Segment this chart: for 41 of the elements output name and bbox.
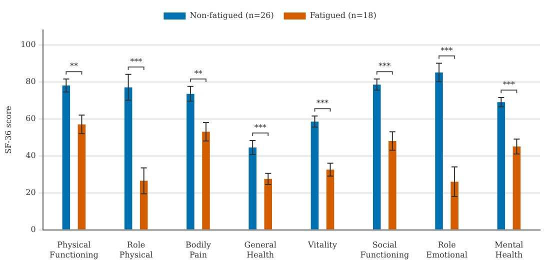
x-tick-label: General Health [244,240,277,260]
y-tick-label: 0 [30,224,36,234]
bar [202,132,210,230]
x-tick-label: Vitality [306,240,338,250]
annotation: *** [130,57,142,66]
y-tick-label: 60 [26,114,36,123]
annotation: ** [70,62,78,71]
legend-label: Fatigued (n=18) [310,11,376,20]
bar [512,146,521,230]
bar [450,182,458,230]
annotation: *** [316,98,329,108]
x-tick-label: Mental Health [494,240,524,260]
bar [186,94,194,230]
x-tick-label: Role Physical [119,240,154,260]
annotation: *** [254,123,266,132]
bar [388,141,396,230]
y-axis-title: SF-36 score [4,106,13,154]
bar [310,122,319,230]
x-tick-label: Bodily Pain [185,240,212,260]
annotation: *** [440,46,453,55]
x-tick-label: Physical Functioning [49,240,98,260]
annotation: *** [378,62,391,71]
annotation: *** [502,80,515,90]
y-tick-label: 20 [26,188,36,197]
bar [248,147,256,230]
y-tick-label: 40 [26,150,36,160]
bar [78,124,86,230]
y-tick-label: 80 [26,76,36,86]
annotation: ** [194,69,202,78]
legend-label: Non-fatigued (n=26) [190,11,274,20]
x-tick-label: Role Emotional [426,240,468,260]
x-tick-label: Social Functioning [360,240,410,260]
bar [62,86,70,230]
bar [326,170,334,230]
bar [497,102,506,230]
bar [435,72,443,230]
y-tick-label: 100 [20,40,36,49]
bar [264,178,272,230]
bar [372,84,381,230]
bar [124,87,132,230]
bar [140,180,148,230]
